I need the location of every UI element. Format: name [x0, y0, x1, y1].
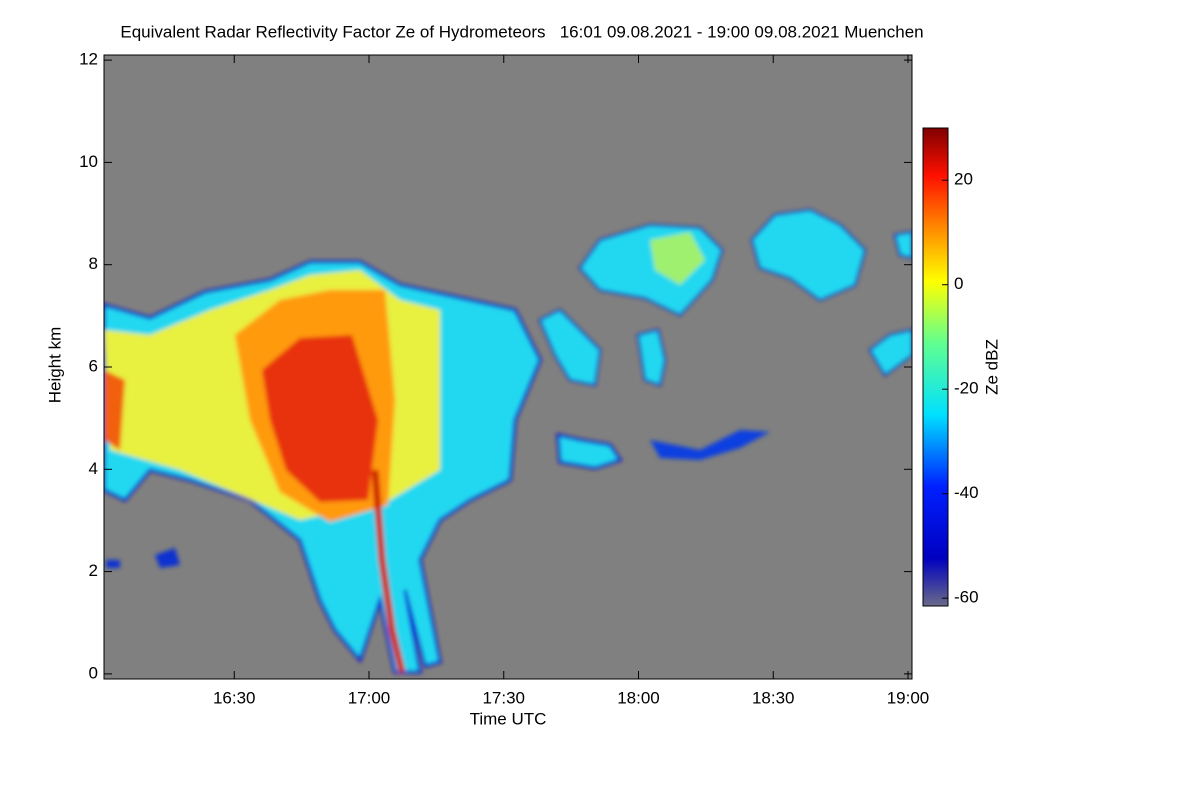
colorbar-tick-label: 20: [954, 170, 973, 189]
colorbar-tick-label: -60: [954, 588, 979, 607]
colorbar: [922, 127, 949, 607]
y-tick-label: 10: [79, 152, 98, 171]
chart-title: Equivalent Radar Reflectivity Factor Ze …: [120, 22, 923, 41]
colorbar-tick-label: -20: [954, 379, 979, 398]
y-tick-label: 8: [89, 254, 98, 273]
x-axis-label: Time UTC: [470, 709, 547, 728]
x-tick-label: 19:00: [887, 688, 930, 707]
y-tick-label: 4: [89, 459, 98, 478]
reflectivity-field: [104, 208, 912, 674]
colorbar-tick-label: -40: [954, 483, 979, 502]
x-tick-label: 18:30: [752, 688, 795, 707]
y-tick-label: 12: [79, 50, 98, 69]
y-tick-label: 6: [89, 356, 98, 375]
y-axis-label: Height km: [45, 327, 64, 404]
x-tick-label: 17:00: [348, 688, 391, 707]
x-tick-label: 18:00: [617, 688, 660, 707]
x-tick-label: 16:30: [213, 688, 256, 707]
colorbar-tick-label: 0: [954, 274, 963, 293]
x-tick-label: 17:30: [482, 688, 525, 707]
colorbar-label: Ze dBZ: [982, 339, 1001, 395]
y-tick-label: 0: [89, 663, 98, 682]
y-tick-label: 2: [89, 561, 98, 580]
